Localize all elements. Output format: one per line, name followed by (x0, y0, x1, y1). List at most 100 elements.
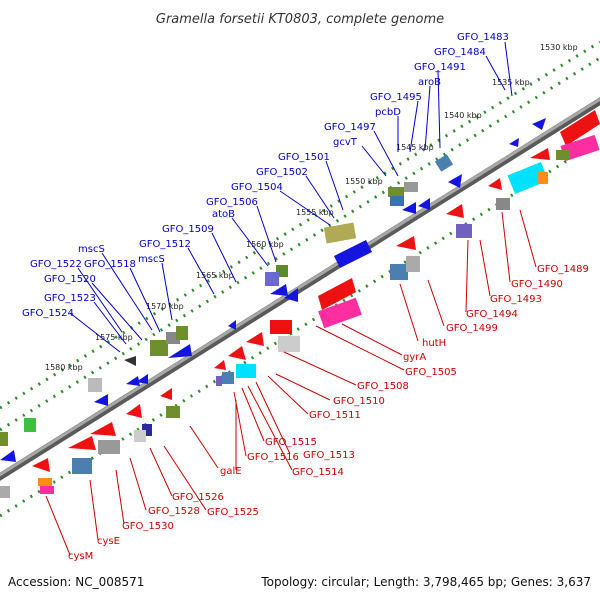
gene-label-reverse[interactable]: GFO_1490 (511, 279, 563, 290)
gene-box[interactable] (265, 272, 279, 286)
gene-label-reverse[interactable]: GFO_1526 (172, 492, 224, 503)
gene-arrow[interactable] (246, 332, 264, 346)
gene-box[interactable] (236, 364, 256, 378)
gene-label-forward[interactable]: GFO_1506 (206, 197, 258, 208)
gene-label-reverse[interactable]: cysM (68, 551, 93, 562)
gene-label-forward[interactable]: GFO_1523 (44, 293, 96, 304)
gene-box[interactable] (278, 336, 300, 352)
gene-box[interactable] (142, 424, 152, 436)
gene-arrow[interactable] (168, 344, 192, 358)
gene-arrow[interactable] (402, 202, 416, 214)
gene-label-forward[interactable]: pcbD (375, 107, 401, 118)
gene-box[interactable] (507, 161, 549, 195)
gene-box[interactable] (538, 172, 548, 184)
gene-arrow[interactable] (530, 148, 550, 160)
gene-label-reverse[interactable]: GFO_1511 (309, 410, 361, 421)
gene-label-reverse[interactable]: GFO_1493 (490, 294, 542, 305)
gene-box[interactable] (24, 418, 36, 432)
gene-arrow[interactable] (160, 388, 172, 400)
gene-label-reverse[interactable]: GFO_1515 (265, 437, 317, 448)
gene-arrow[interactable] (32, 458, 50, 472)
gene-box[interactable] (0, 432, 8, 446)
gene-box[interactable] (222, 372, 234, 384)
gene-box[interactable] (318, 297, 362, 329)
gene-box[interactable] (270, 320, 292, 334)
gene-arrow[interactable] (448, 174, 462, 188)
gene-label-forward[interactable]: mscS (78, 244, 105, 255)
gene-label-forward[interactable]: GFO_1520 (44, 274, 96, 285)
gene-box[interactable] (134, 430, 146, 442)
gene-box[interactable] (390, 196, 404, 206)
gene-arrow[interactable] (446, 204, 464, 218)
gene-box[interactable] (404, 182, 418, 192)
gene-label-reverse[interactable]: GFO_1508 (357, 381, 409, 392)
gene-label-forward[interactable]: GFO_1484 (434, 47, 486, 58)
gene-label-reverse[interactable]: GFO_1499 (446, 323, 498, 334)
gene-arrow[interactable] (334, 240, 372, 268)
gene-label-reverse[interactable]: galE (220, 466, 242, 477)
gene-box[interactable] (434, 154, 454, 172)
gene-box[interactable] (323, 222, 357, 244)
gene-label-forward[interactable]: gcvT (333, 137, 358, 148)
gene-label-reverse[interactable]: GFO_1514 (292, 467, 344, 478)
gene-arrow[interactable] (90, 422, 116, 436)
gene-box[interactable] (496, 198, 510, 210)
gene-label-reverse[interactable]: GFO_1530 (122, 521, 174, 532)
gene-arrow[interactable] (418, 198, 430, 210)
gene-arrow[interactable] (560, 110, 600, 146)
gene-label-forward[interactable]: GFO_1501 (278, 152, 330, 163)
gene-arrow[interactable] (214, 360, 226, 370)
gene-arrow[interactable] (228, 320, 236, 330)
gene-label-forward[interactable]: aroB (418, 77, 441, 88)
gene-label-forward[interactable]: GFO_1483 (457, 32, 509, 43)
gene-arrow[interactable] (396, 236, 416, 250)
gene-arrow[interactable] (532, 118, 546, 130)
gene-label-reverse[interactable]: hutH (422, 338, 446, 349)
gene-label-reverse[interactable]: GFO_1510 (333, 396, 385, 407)
gene-box[interactable] (98, 440, 120, 454)
gene-arrow[interactable] (124, 356, 136, 366)
gene-label-forward[interactable]: GFO_1504 (231, 182, 283, 193)
gene-box[interactable] (38, 478, 52, 486)
gene-box[interactable] (72, 458, 92, 474)
gene-arrow[interactable] (228, 346, 246, 360)
gene-label-reverse[interactable]: GFO_1525 (207, 507, 259, 518)
gene-arrow[interactable] (318, 278, 356, 310)
gene-box[interactable] (40, 486, 54, 494)
gene-box[interactable] (388, 187, 404, 197)
gene-box[interactable] (166, 406, 180, 418)
gene-box[interactable] (390, 264, 408, 280)
gene-arrow[interactable] (509, 138, 519, 147)
gene-arrow[interactable] (136, 374, 148, 384)
gene-arrow[interactable] (126, 376, 140, 386)
gene-label-reverse[interactable]: gyrA (403, 352, 426, 363)
gene-box[interactable] (0, 486, 10, 498)
gene-label-forward[interactable]: GFO_1495 (370, 92, 422, 103)
gene-label-reverse[interactable]: GFO_1516 (247, 452, 299, 463)
gene-label-forward[interactable]: GFO_1491 (414, 62, 466, 73)
gene-box[interactable] (560, 134, 600, 162)
gene-label-reverse[interactable]: GFO_1494 (466, 309, 518, 320)
gene-label-forward[interactable]: GFO_1509 (162, 224, 214, 235)
gene-arrow[interactable] (270, 284, 288, 296)
gene-label-forward[interactable]: GFO_1512 (139, 239, 191, 250)
gene-label-reverse[interactable]: GFO_1513 (303, 450, 355, 461)
gene-arrow[interactable] (126, 404, 142, 418)
gene-label-reverse[interactable]: cysE (97, 536, 120, 547)
gene-arrow[interactable] (0, 450, 16, 462)
gene-label-forward[interactable]: GFO_1497 (324, 122, 376, 133)
gene-box[interactable] (150, 340, 168, 356)
gene-label-reverse[interactable]: GFO_1489 (537, 264, 589, 275)
gene-box[interactable] (406, 256, 420, 272)
gene-label-forward[interactable]: GFO_1502 (256, 167, 308, 178)
gene-arrow[interactable] (94, 394, 108, 406)
gene-box[interactable] (88, 378, 102, 392)
gene-box[interactable] (216, 376, 222, 386)
gene-box[interactable] (176, 326, 188, 340)
gene-arrow[interactable] (488, 178, 502, 190)
gene-box[interactable] (456, 224, 472, 238)
gene-arrow[interactable] (68, 436, 96, 450)
gene-label-forward[interactable]: atoB (212, 209, 235, 220)
gene-arrow[interactable] (284, 288, 298, 302)
gene-box[interactable] (556, 150, 570, 160)
